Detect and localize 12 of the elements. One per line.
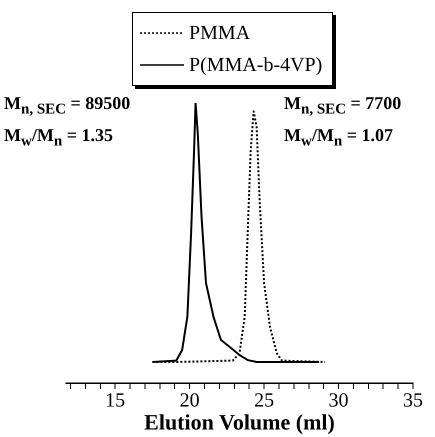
x-tick-label: 15 (105, 389, 126, 412)
annotation: M$_{n, SEC}$ = 89500 (4, 92, 130, 120)
annotation: M$_{w}$/M$_{n}$ = 1.07 (284, 124, 393, 152)
x-tick-label: 20 (180, 389, 200, 412)
x-tick-label: 35 (403, 389, 423, 412)
legend-label: PMMA (189, 22, 250, 44)
x-tick-label: 30 (328, 389, 349, 412)
x-tick-label: 25 (254, 389, 274, 412)
annotation: M$_{n, SEC}$ = 7700 (284, 92, 402, 120)
x-axis-title: Elution Volume (ml) (144, 409, 335, 434)
legend-label: P(MMA-b-4VP) (189, 54, 322, 76)
annotation: M$_{w}$/M$_{n}$ = 1.35 (4, 124, 113, 152)
